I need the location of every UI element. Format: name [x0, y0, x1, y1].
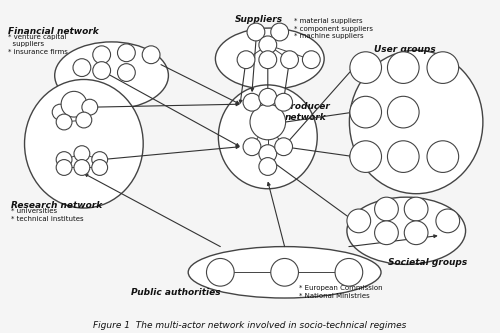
Circle shape [118, 64, 136, 82]
Circle shape [142, 46, 160, 64]
Circle shape [271, 23, 288, 41]
Circle shape [93, 46, 110, 64]
Circle shape [92, 160, 108, 175]
Ellipse shape [54, 42, 168, 109]
Circle shape [92, 152, 108, 167]
Circle shape [388, 96, 419, 128]
Circle shape [56, 114, 72, 130]
Text: * material suppliers
* component suppliers
* machine suppliers: * material suppliers * component supplie… [294, 18, 374, 39]
Circle shape [82, 99, 98, 115]
Circle shape [56, 160, 72, 175]
Circle shape [350, 141, 382, 172]
Circle shape [247, 23, 265, 41]
Circle shape [259, 88, 276, 106]
Circle shape [274, 93, 292, 111]
Circle shape [427, 52, 458, 84]
Circle shape [93, 62, 110, 80]
Circle shape [52, 104, 68, 120]
Circle shape [74, 146, 90, 162]
Circle shape [271, 258, 298, 286]
Circle shape [374, 221, 398, 245]
Circle shape [350, 52, 382, 84]
Ellipse shape [347, 197, 466, 264]
Text: Financial network: Financial network [8, 27, 98, 36]
Circle shape [61, 91, 87, 117]
Text: User groups: User groups [374, 45, 436, 54]
Text: * European Commission
* National Ministries: * European Commission * National Ministr… [300, 285, 383, 299]
Ellipse shape [350, 50, 483, 194]
Text: Societal groups: Societal groups [388, 258, 468, 267]
Circle shape [259, 145, 276, 163]
Circle shape [118, 44, 136, 62]
Circle shape [74, 160, 90, 175]
Text: Suppliers: Suppliers [235, 15, 284, 24]
Text: Public authorities: Public authorities [131, 288, 220, 297]
Circle shape [250, 104, 286, 140]
Circle shape [347, 209, 370, 233]
Circle shape [436, 209, 460, 233]
Text: Research network: Research network [10, 201, 102, 210]
Text: Figure 1  The multi-actor network involved in socio-technical regimes: Figure 1 The multi-actor network involve… [94, 321, 406, 330]
Circle shape [274, 138, 292, 156]
Circle shape [350, 96, 382, 128]
Ellipse shape [24, 80, 143, 208]
Circle shape [404, 197, 428, 221]
Circle shape [237, 51, 255, 69]
Circle shape [243, 138, 261, 156]
Circle shape [374, 197, 398, 221]
Circle shape [280, 51, 298, 69]
Circle shape [259, 158, 276, 175]
Ellipse shape [218, 85, 317, 189]
Circle shape [243, 93, 261, 111]
Circle shape [73, 59, 91, 77]
Ellipse shape [188, 247, 381, 298]
Circle shape [259, 36, 276, 54]
Circle shape [388, 52, 419, 84]
Circle shape [404, 221, 428, 245]
Circle shape [388, 141, 419, 172]
Text: Producer
network: Producer network [284, 103, 331, 122]
Circle shape [76, 112, 92, 128]
Circle shape [302, 51, 320, 69]
Text: * venture capital
  suppliers
* insurance firms: * venture capital suppliers * insurance … [8, 34, 68, 55]
Circle shape [56, 152, 72, 167]
Circle shape [335, 258, 362, 286]
Circle shape [259, 51, 276, 69]
Circle shape [206, 258, 234, 286]
Ellipse shape [216, 28, 324, 89]
Text: * universities
* technical institutes: * universities * technical institutes [10, 208, 84, 221]
Circle shape [427, 141, 458, 172]
